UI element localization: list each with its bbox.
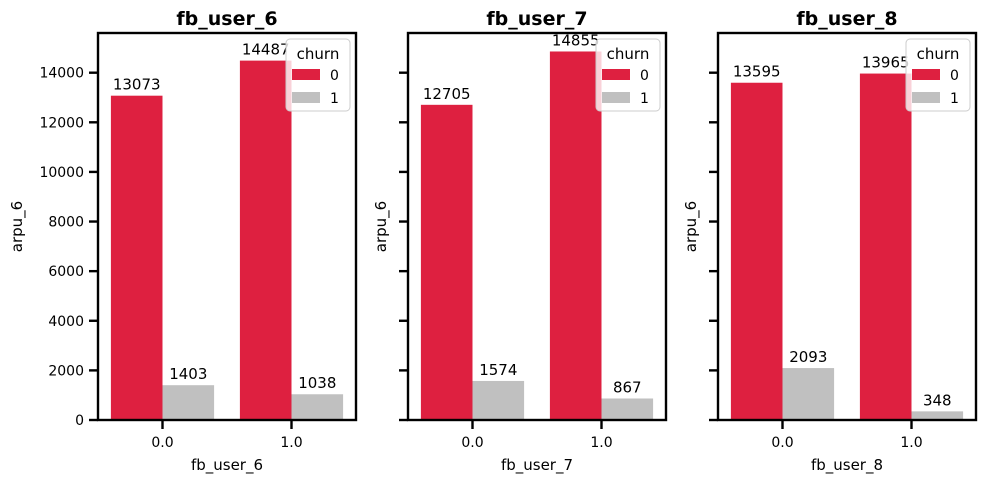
legend-label: 0 bbox=[640, 68, 649, 84]
axes-frame bbox=[96, 31, 358, 422]
y-tick-label: 2000 bbox=[48, 363, 84, 379]
legend: churn 0 1 bbox=[595, 38, 661, 112]
bar-value-label: 14487 bbox=[242, 41, 290, 59]
y-tick-label: 8000 bbox=[48, 215, 84, 231]
y-tick-label: 14000 bbox=[39, 66, 84, 82]
y-tick-label: 10000 bbox=[39, 165, 84, 181]
legend: churn 0 1 bbox=[285, 38, 351, 112]
y-tick-label: 6000 bbox=[48, 264, 84, 280]
bar-0.0-churn-0 bbox=[730, 82, 783, 420]
bar-value-label: 13073 bbox=[113, 76, 161, 94]
bar-value-label: 2093 bbox=[789, 348, 827, 366]
legend-label: 1 bbox=[950, 91, 959, 107]
chart-panel-3: 13595 13965 2093 348 0.0 1.0 fb_user_8 fb_user_… bbox=[682, 8, 978, 475]
chart-title: fb_user_8 bbox=[796, 8, 897, 30]
x-axis-label: fb_user_8 bbox=[811, 456, 883, 475]
legend-swatch-churn-0 bbox=[602, 69, 630, 80]
x-axis-label: fb_user_7 bbox=[501, 456, 573, 475]
legend: churn 0 1 bbox=[905, 38, 971, 112]
bar-value-label: 12705 bbox=[423, 85, 471, 103]
x-tick-label: 0.0 bbox=[771, 435, 793, 451]
y-axis-label: arpu_6 bbox=[372, 201, 391, 252]
x-axis-label: fb_user_6 bbox=[191, 456, 263, 475]
legend-title: churn bbox=[607, 45, 650, 63]
bar-value-label: 13595 bbox=[733, 63, 781, 81]
legend-label: 0 bbox=[950, 68, 959, 84]
x-tick-label: 1.0 bbox=[900, 435, 922, 451]
x-tick-label: 0.0 bbox=[151, 435, 173, 451]
legend-label: 1 bbox=[330, 91, 339, 107]
y-tick-label: 0 bbox=[75, 413, 84, 429]
x-tick-label: 1.0 bbox=[590, 435, 612, 451]
chart-title: fb_user_6 bbox=[176, 8, 277, 30]
bar-0.0-churn-1 bbox=[782, 368, 835, 420]
bar-1.0-churn-0 bbox=[239, 60, 292, 420]
bar-1.0-churn-1 bbox=[911, 411, 964, 420]
bar-value-label: 867 bbox=[613, 378, 642, 396]
x-tick-label: 0.0 bbox=[461, 435, 483, 451]
x-tick-label: 1.0 bbox=[280, 435, 302, 451]
chart-title: fb_user_7 bbox=[486, 8, 587, 30]
bar-value-label: 14855 bbox=[552, 31, 600, 49]
legend-label: 1 bbox=[640, 91, 649, 107]
bar-value-label: 13965 bbox=[862, 54, 910, 72]
legend-title: churn bbox=[917, 45, 960, 63]
y-axis-label: arpu_6 bbox=[8, 201, 27, 252]
legend-swatch-churn-1 bbox=[292, 92, 320, 103]
bar-value-label: 1038 bbox=[298, 374, 336, 392]
legend-swatch-churn-0 bbox=[912, 69, 940, 80]
legend-swatch-churn-0 bbox=[292, 69, 320, 80]
axes-frame bbox=[716, 31, 978, 422]
chart-panel-2: 12705 14855 1574 867 0.0 1.0 fb_user_7 fb_user_… bbox=[372, 8, 668, 475]
bar-0.0-churn-1 bbox=[472, 380, 525, 420]
y-tick-label: 4000 bbox=[48, 314, 84, 330]
legend-title: churn bbox=[297, 45, 340, 63]
bar-value-label: 1403 bbox=[169, 365, 207, 383]
bar-1.0-churn-1 bbox=[601, 398, 654, 420]
bar-1.0-churn-0 bbox=[859, 73, 912, 420]
bar-value-label: 1574 bbox=[479, 361, 517, 379]
legend-swatch-churn-1 bbox=[912, 92, 940, 103]
chart-panel-1: 13073 14487 1403 1038 0 2000 4000 6000 8000 10000… bbox=[8, 8, 358, 475]
legend-label: 0 bbox=[330, 68, 339, 84]
y-tick-label: 12000 bbox=[39, 115, 84, 131]
y-axis-label: arpu_6 bbox=[682, 201, 701, 252]
bar-0.0-churn-1 bbox=[162, 385, 215, 420]
legend-swatch-churn-1 bbox=[602, 92, 630, 103]
bar-value-label: 348 bbox=[923, 391, 952, 409]
bar-0.0-churn-0 bbox=[420, 104, 473, 420]
bar-1.0-churn-0 bbox=[549, 51, 602, 421]
bar-1.0-churn-1 bbox=[291, 394, 344, 420]
axes-frame bbox=[406, 31, 668, 422]
bar-0.0-churn-0 bbox=[110, 95, 163, 421]
